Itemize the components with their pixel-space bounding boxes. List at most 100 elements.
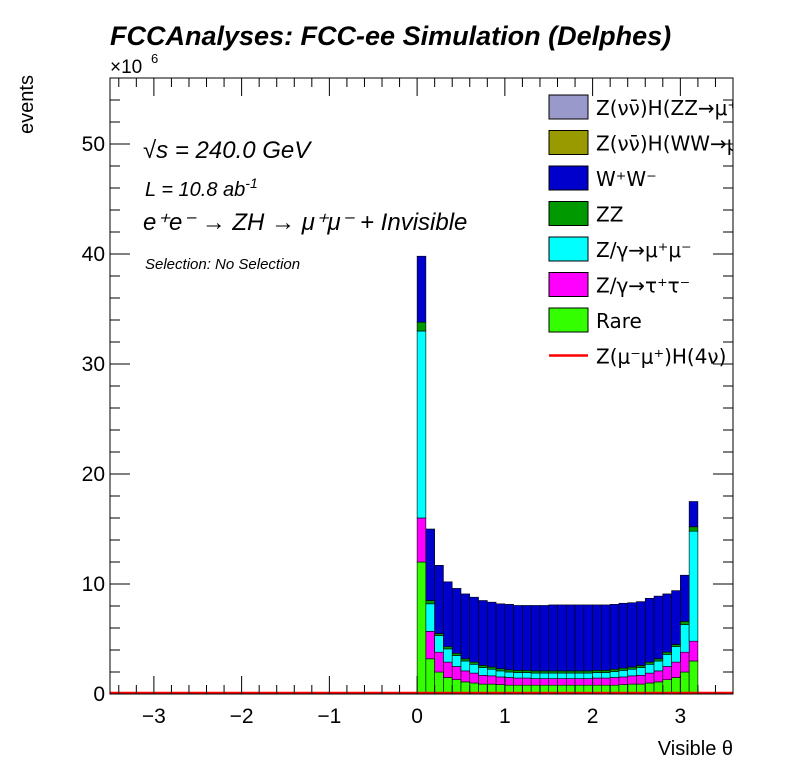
legend-label: Z(νν̄)H(WW→μ⁺νμ [596,132,774,156]
bar-1-12 [522,677,532,686]
legend-label: Rare [596,309,642,333]
bar-3-12 [522,670,532,673]
bar-3-19 [583,670,593,674]
y-tick-label: 0 [93,683,105,706]
bar-2-2 [434,635,444,653]
bar-3-15 [548,670,558,674]
bar-0-30 [680,671,690,695]
bar-1-20 [592,677,602,686]
bar-3-3 [443,646,453,650]
bar-3-11 [513,670,523,673]
bar-1-8 [487,675,497,685]
y-axis-label: events [16,75,38,134]
bar-2-27 [653,660,664,672]
bar-4-2 [434,564,444,634]
bar-3-21 [601,670,611,673]
bar-2-18 [574,672,585,679]
bar-4-3 [443,581,453,647]
legend-label: Z(μ⁻μ⁺)H(4ν) [596,345,726,369]
bar-2-29 [671,646,681,663]
x-tick-label: −3 [142,705,166,728]
bar-1-0 [416,517,427,563]
bar-1-28 [662,666,672,680]
bar-1-7 [478,674,488,685]
bar-3-30 [680,621,690,626]
bar-4-21 [601,604,611,671]
bar-4-12 [522,605,532,671]
bar-2-14 [539,672,550,679]
bar-1-11 [513,677,523,686]
bar-4-4 [451,588,462,654]
bar-4-0 [416,255,427,323]
bar-3-27 [653,658,664,662]
bar-3-22 [609,668,620,672]
y-tick-label: 40 [82,243,105,266]
x-axis-label: Visible θ [658,738,733,760]
bar-1-13 [530,678,541,686]
legend-swatch [548,94,589,120]
bar-0-3 [443,677,453,695]
bar-4-28 [662,593,672,653]
bar-2-28 [662,654,672,667]
bar-2-13 [530,672,541,679]
bar-3-24 [627,666,637,670]
bar-1-9 [495,676,506,685]
luminosity-annotation: L = 10.8 ab-1 [145,175,258,201]
bar-4-19 [583,604,593,672]
bar-1-2 [434,651,444,673]
legend-label: Z/γ→μ⁺μ⁻ [596,238,692,262]
bar-4-6 [469,596,479,663]
bar-4-17 [565,604,576,672]
y-multiplier-exponent: 6 [151,51,158,66]
y-tick-label: 30 [82,353,105,376]
bar-1-30 [680,651,690,673]
bar-2-11 [513,672,523,679]
y-tick-label: 50 [82,133,105,156]
bar-1-6 [469,672,479,684]
bar-4-7 [478,600,488,666]
bar-4-26 [644,597,655,663]
bar-2-31 [688,530,699,642]
x-tick-label: −1 [317,705,341,728]
luminosity-base: L = 10.8 ab [145,179,245,201]
bar-4-18 [574,604,585,672]
bar-4-1 [425,528,435,601]
bar-3-31 [688,526,699,532]
bar-3-23 [618,667,628,671]
bar-4-5 [460,593,471,660]
bar-3-4 [451,652,462,656]
bar-3-2 [434,633,444,637]
bar-1-4 [451,666,462,680]
x-tick-label: −2 [230,705,254,728]
bar-4-29 [671,590,681,645]
bar-4-23 [618,602,628,669]
axis-ticks [110,77,734,695]
legend-entries: Z(νν̄)H(ZZ→μ⁺μ⁻ν⁺ Z(νν̄)H(WW→μ⁺νμ W⁺W⁻ ZZ Z/… [548,94,774,369]
bar-2-20 [592,672,602,679]
legend-swatch [548,201,589,226]
bar-4-20 [592,604,602,671]
bar-1-5 [460,670,471,683]
x-tick-label: 1 [499,705,511,728]
bar-1-23 [618,676,628,685]
bar-2-21 [601,672,611,679]
legend-swatch [548,130,589,155]
bar-1-22 [609,677,620,686]
bar-3-25 [636,665,646,668]
bar-3-17 [565,670,576,674]
selection-annotation: Selection: No Selection [145,256,300,273]
legend-label: W⁺W⁻ [596,167,657,191]
bar-2-22 [609,671,620,678]
bar-2-7 [478,667,488,676]
bar-1-27 [653,670,664,683]
bar-4-14 [539,605,550,672]
bar-4-16 [557,604,567,672]
bar-4-13 [530,605,541,672]
legend-swatch [548,165,589,191]
bar-1-3 [443,661,453,678]
bar-2-0 [416,330,427,519]
annotations: √s = 240.0 GeV L = 10.8 ab-1 e⁺e⁻ → ZH →… [143,137,467,273]
bar-1-31 [688,640,699,662]
bar-4-27 [653,595,664,660]
bar-4-11 [513,605,523,671]
